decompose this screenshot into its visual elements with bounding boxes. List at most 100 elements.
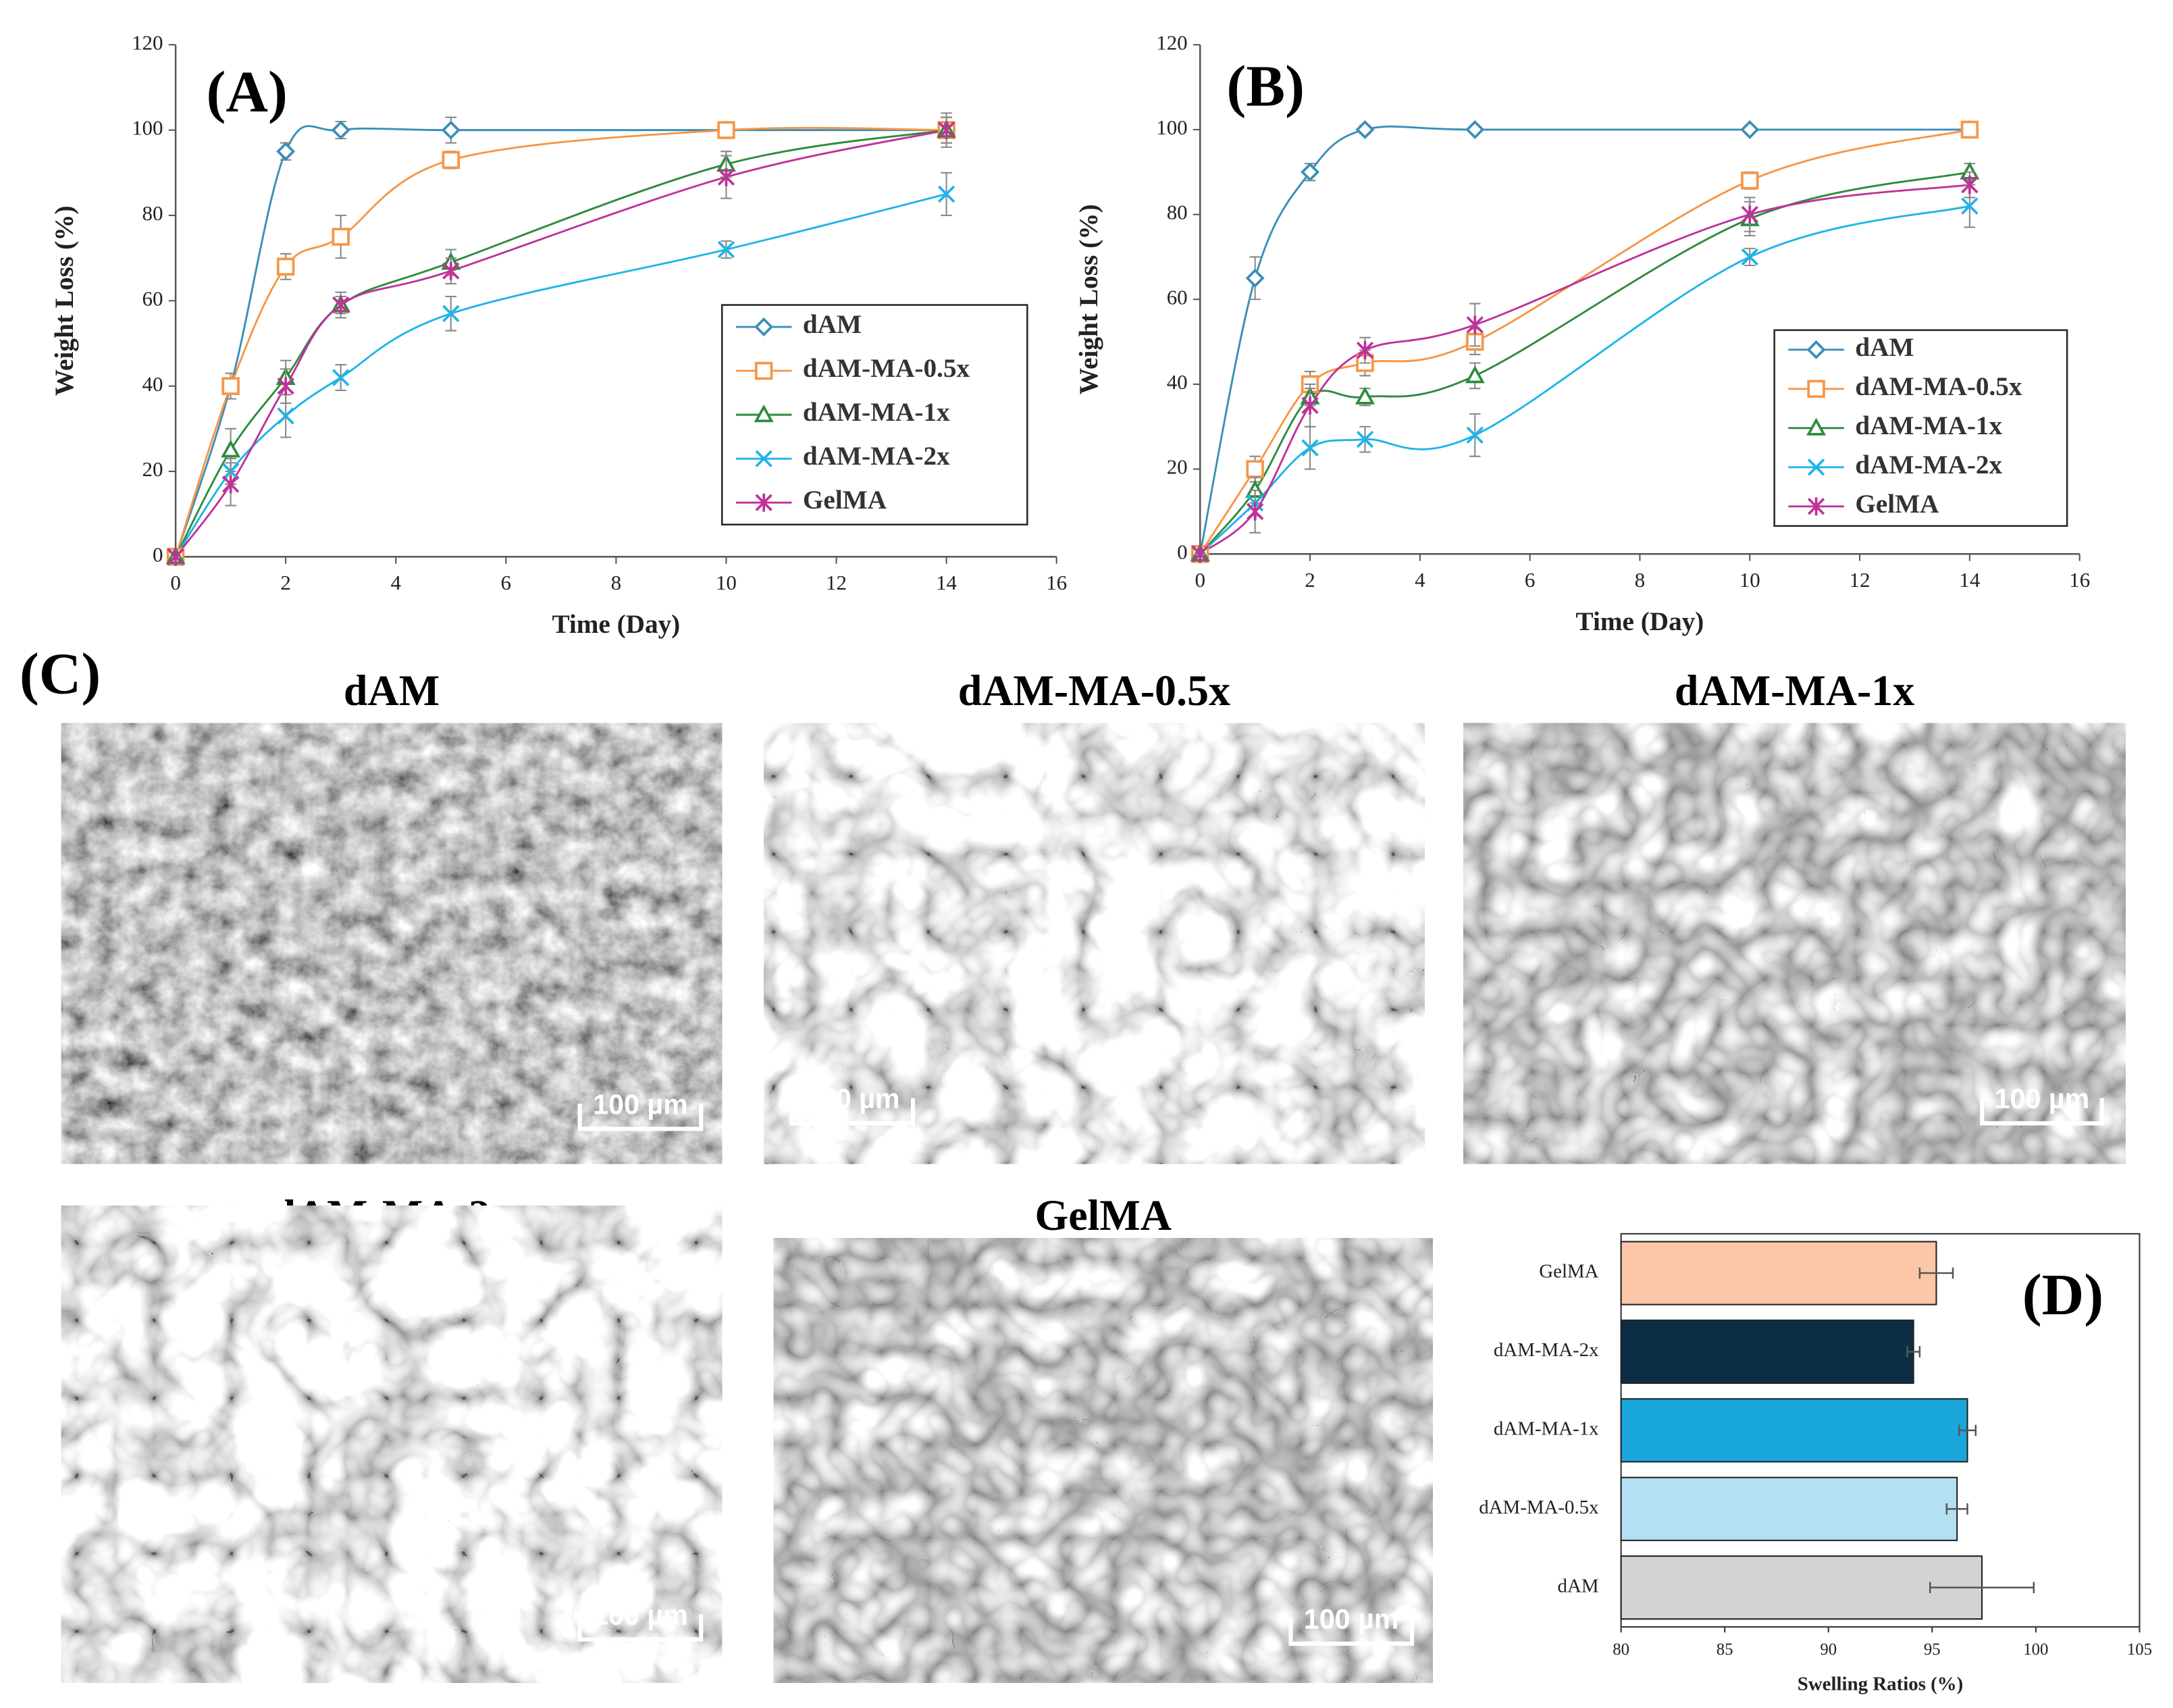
x-axis-label: Time (Day)	[552, 610, 680, 639]
marker	[332, 228, 350, 246]
sem-image	[61, 1206, 723, 1683]
marker	[1356, 430, 1374, 448]
sem-image	[61, 723, 723, 1164]
scale-bar	[1980, 1097, 2104, 1126]
x-tick-label: 80	[1613, 1640, 1629, 1659]
scale-bar-label: 100 µm	[593, 1599, 688, 1630]
y-tick-label: 0	[1177, 540, 1187, 563]
marker	[442, 151, 460, 170]
series-line	[1199, 184, 1970, 555]
scale-bar	[577, 1614, 704, 1642]
x-tick-label: 90	[1820, 1640, 1837, 1659]
marker	[1741, 248, 1758, 266]
x-tick-label: 16	[2069, 568, 2090, 592]
legend-label: GelMA	[1855, 490, 1939, 519]
sem-image	[1463, 723, 2126, 1164]
y-tick-label: 20	[142, 457, 163, 481]
panel-label: (C)	[20, 641, 101, 706]
y-tick-label: 40	[142, 372, 163, 396]
marker	[1191, 544, 1209, 563]
legend-label: dAM-MA-2x	[803, 442, 950, 471]
y-tick-label: dAM-MA-0.5x	[1479, 1497, 1599, 1518]
error-bar	[1918, 1267, 1954, 1279]
marker	[1465, 120, 1485, 139]
marker	[1807, 380, 1825, 398]
x-tick-label: 85	[1717, 1640, 1733, 1659]
bar	[1620, 1476, 1958, 1541]
marker	[1356, 341, 1374, 360]
marker	[1246, 460, 1264, 478]
y-tick-label: 80	[142, 201, 163, 225]
panel-title: (A)	[206, 59, 287, 124]
y-tick-label: 60	[142, 286, 163, 310]
legend-label: dAM-MA-0.5x	[1855, 372, 2022, 401]
scale-bar	[789, 1097, 916, 1126]
marker	[717, 121, 735, 139]
marker	[1807, 459, 1825, 476]
x-axis-label: Swelling Ratios (%)	[1798, 1673, 1964, 1694]
panel-title: (D)	[2022, 1262, 2103, 1327]
marker	[1245, 268, 1265, 288]
y-tick-label: 120	[1156, 30, 1187, 54]
y-tick-label: GelMA	[1539, 1261, 1598, 1283]
image-title: GelMA	[1035, 1191, 1172, 1239]
x-tick-label: 4	[1415, 568, 1425, 592]
marker	[277, 377, 294, 396]
x-tick-label: 95	[1924, 1640, 1941, 1659]
marker	[276, 142, 296, 161]
error-bar	[1929, 1582, 2035, 1593]
sem-image	[764, 723, 1425, 1164]
y-axis-label: Weight Loss (%)	[1074, 204, 1103, 394]
marker	[221, 440, 241, 458]
marker	[1466, 315, 1484, 334]
scale-bar-label: 100 µm	[1304, 1603, 1399, 1634]
bar	[1620, 1398, 1968, 1463]
marker	[1961, 176, 1979, 195]
panel-title: (B)	[1226, 54, 1305, 119]
y-tick-label: 60	[1167, 285, 1188, 309]
marker	[1355, 120, 1375, 139]
marker	[1246, 502, 1264, 521]
x-tick-label: 8	[611, 571, 621, 594]
scale-bar	[1288, 1618, 1415, 1646]
marker	[754, 404, 774, 423]
x-tick-label: 12	[1850, 568, 1870, 592]
marker	[332, 296, 350, 315]
marker	[1466, 426, 1484, 444]
scale-bar-label: 100 µm	[593, 1089, 688, 1120]
marker	[754, 317, 774, 337]
scale-bar-label: 100 µm	[805, 1083, 900, 1114]
x-tick-label: 14	[1959, 568, 1980, 592]
y-tick-label: 120	[132, 30, 163, 54]
x-tick-label: 10	[1739, 568, 1760, 592]
series-line	[174, 129, 947, 558]
x-tick-label: 2	[1305, 568, 1315, 592]
marker	[1355, 386, 1375, 405]
error-bar	[1958, 1424, 1977, 1437]
x-tick-label: 16	[1046, 571, 1067, 594]
marker	[1960, 120, 1979, 139]
y-tick-label: 40	[1167, 370, 1188, 394]
marker	[754, 361, 773, 380]
marker	[1806, 417, 1827, 436]
x-axis-label: Time (Day)	[1576, 607, 1704, 636]
marker	[937, 121, 955, 140]
y-axis-label: Weight Loss (%)	[50, 205, 79, 396]
marker	[276, 257, 295, 276]
x-tick-label: 8	[1635, 568, 1645, 592]
y-tick-label: 80	[1167, 201, 1188, 224]
x-tick-label: 4	[390, 571, 401, 594]
marker	[442, 261, 460, 280]
x-tick-label: 2	[280, 571, 290, 594]
legend-label: dAM-MA-1x	[1855, 411, 2002, 440]
legend-label: dAM-MA-0.5x	[803, 354, 970, 383]
marker	[1741, 172, 1759, 190]
marker	[1301, 162, 1320, 182]
x-tick-label: 10	[716, 571, 737, 594]
marker	[442, 305, 460, 322]
scale-bar	[577, 1104, 704, 1131]
marker	[1301, 396, 1319, 415]
marker	[221, 475, 240, 494]
